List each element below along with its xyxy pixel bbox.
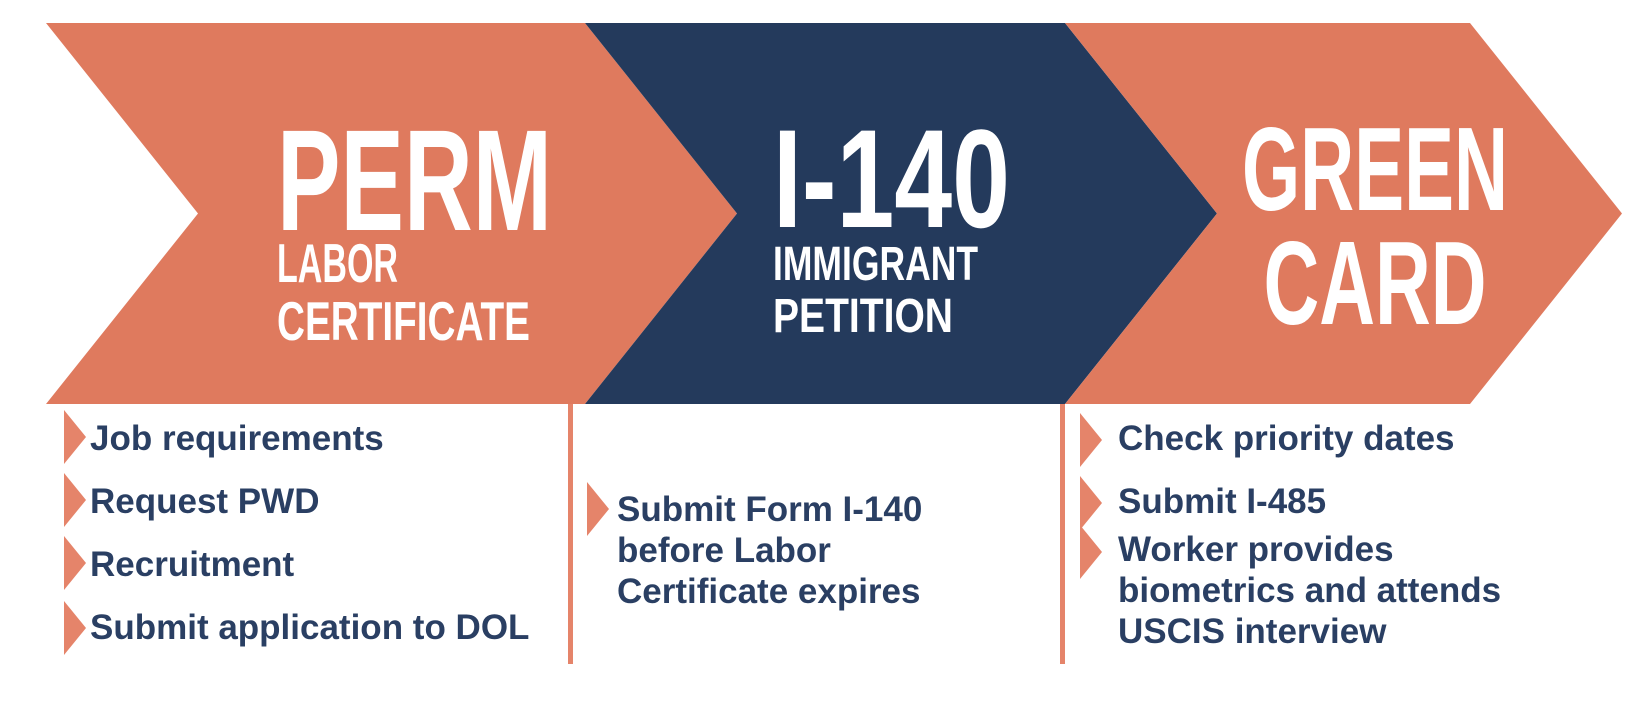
bullet-arrow-icon xyxy=(64,536,86,590)
step-perm-subtitle-line2: CERTIFICATE xyxy=(277,290,530,352)
bullet-arrow-icon xyxy=(1080,525,1102,579)
separator-line-1 xyxy=(568,404,573,664)
step-green-card-title-line2: CARD xyxy=(1264,217,1487,350)
perm-task-2: Request PWD xyxy=(90,482,319,521)
step-perm-subtitle-line1: LABOR xyxy=(277,232,398,294)
green-card-task-3-line1: Worker provides xyxy=(1118,530,1394,569)
perm-task-4: Submit application to DOL xyxy=(90,608,529,647)
chevron-green-card xyxy=(1065,23,1622,404)
step-i140-subtitle-line2: PETITION xyxy=(773,290,953,343)
bullet-arrow-icon xyxy=(64,410,86,464)
separator-line-2 xyxy=(1060,404,1065,664)
step-i140-title: I-140 xyxy=(773,100,1010,257)
bullet-arrow-icon xyxy=(1080,476,1102,530)
bullet-arrow-icon xyxy=(64,473,86,527)
perm-task-1: Job requirements xyxy=(90,419,384,458)
i140-task-1-line2: before Labor xyxy=(617,531,831,570)
step-perm-title: PERM xyxy=(277,100,552,261)
green-card-task-3-line3: USCIS interview xyxy=(1118,612,1387,651)
bullet-arrow-icon xyxy=(587,482,609,536)
chevron-perm xyxy=(46,23,737,404)
green-card-task-1: Check priority dates xyxy=(1118,419,1455,458)
step-i140-subtitle-line1: IMMIGRANT xyxy=(773,238,978,291)
bullet-arrow-icon xyxy=(1080,413,1102,467)
chevron-i140 xyxy=(585,23,1217,404)
i140-task-1-line3: Certificate expires xyxy=(617,572,920,611)
green-card-task-2: Submit I-485 xyxy=(1118,482,1326,521)
i140-task-1-line1: Submit Form I-140 xyxy=(617,490,922,529)
bullet-arrow-icon xyxy=(64,601,86,655)
perm-task-3: Recruitment xyxy=(90,545,295,584)
green-card-task-3-line2: biometrics and attends xyxy=(1118,571,1501,610)
step-green-card-title-line1: GREEN xyxy=(1242,103,1508,236)
